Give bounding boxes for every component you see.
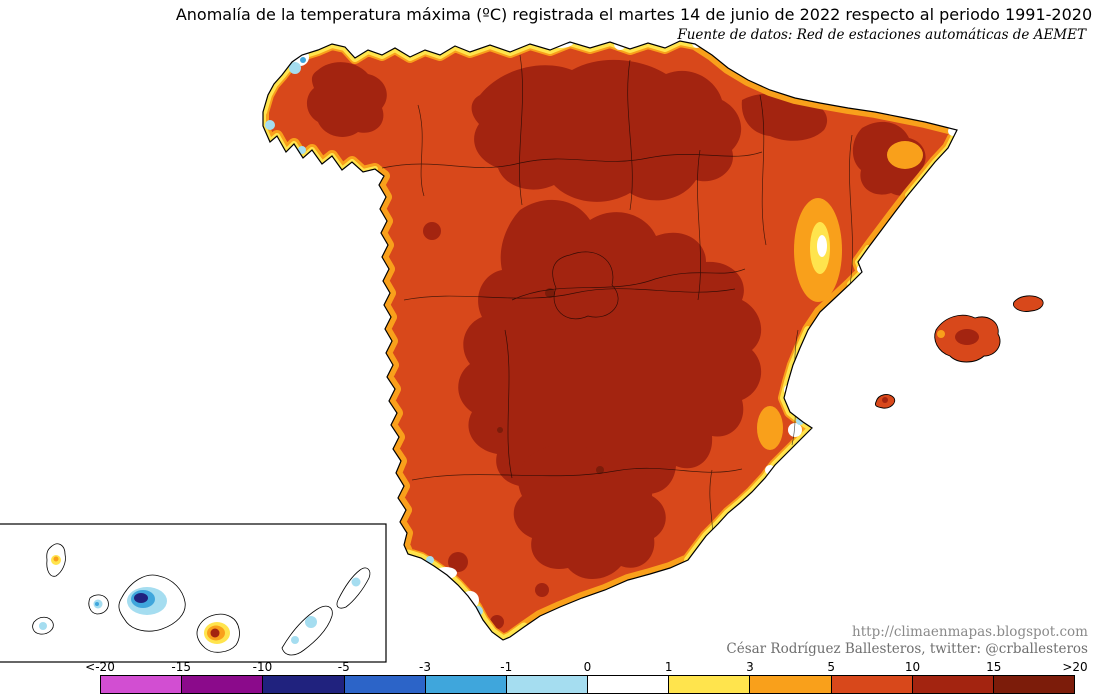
colorbar-label: 1	[664, 660, 673, 674]
colorbar-segment	[668, 676, 750, 693]
inset-frame	[0, 523, 387, 663]
colorbar-segment	[424, 676, 506, 693]
province-borders	[381, 54, 853, 553]
coastline	[262, 40, 958, 641]
colorbar-segment	[262, 676, 344, 693]
colorbar-segment	[587, 676, 669, 693]
colorbar-label: >20	[1062, 660, 1088, 674]
colorbar-segment	[992, 676, 1075, 693]
colorbar-segment	[101, 676, 182, 693]
data-source-note: Fuente de datos: Red de estaciones autom…	[677, 27, 1086, 43]
colorbar-label: 10	[904, 660, 921, 674]
colorbar-segment	[343, 676, 425, 693]
colorbar-label: 5	[827, 660, 836, 674]
colorbar-labels: <-20 -15 -10 -5 -3 -1 0 1 3 5 10 15 >20	[85, 660, 1087, 675]
colorbar-label: -5	[337, 660, 350, 674]
colorbar-label: -1	[500, 660, 513, 674]
credit-url: http://climaenmapas.blogspot.com	[852, 623, 1088, 640]
island-lanzarote	[336, 567, 371, 609]
colorbar-segment	[830, 676, 912, 693]
island-menorca	[1013, 295, 1044, 312]
colorbar-segment	[505, 676, 588, 693]
colorbar-segment	[749, 676, 831, 693]
page-title: Anomalía de la temperatura máxima (ºC) r…	[175, 5, 1093, 24]
credits: http://climaenmapas.blogspot.com César R…	[726, 624, 1088, 659]
colorbar-segments	[100, 675, 1075, 694]
colorbar-label: <-20	[85, 660, 115, 674]
colorbar-label: -10	[252, 660, 273, 674]
colorbar-label: 15	[986, 660, 1002, 674]
credit-author: César Rodríguez Ballesteros, twitter: @c…	[726, 641, 1088, 658]
canary-islands-inset	[0, 523, 387, 663]
anomaly-colorbar: <-20 -15 -10 -5 -3 -1 0 1 3 5 10 15 >20	[85, 660, 1088, 694]
colorbar-segment	[181, 676, 263, 693]
colorbar-label: -15	[171, 660, 192, 674]
extreme-anomaly-spots	[497, 288, 604, 474]
colorbar-label: -3	[419, 660, 431, 674]
colorbar-label: 0	[583, 660, 592, 674]
mild-anomaly-patches	[757, 141, 923, 450]
balearic-islands	[874, 295, 1044, 409]
colorbar-segment	[911, 676, 993, 693]
colorbar-label: 3	[746, 660, 754, 674]
iberian-peninsula	[262, 40, 958, 641]
